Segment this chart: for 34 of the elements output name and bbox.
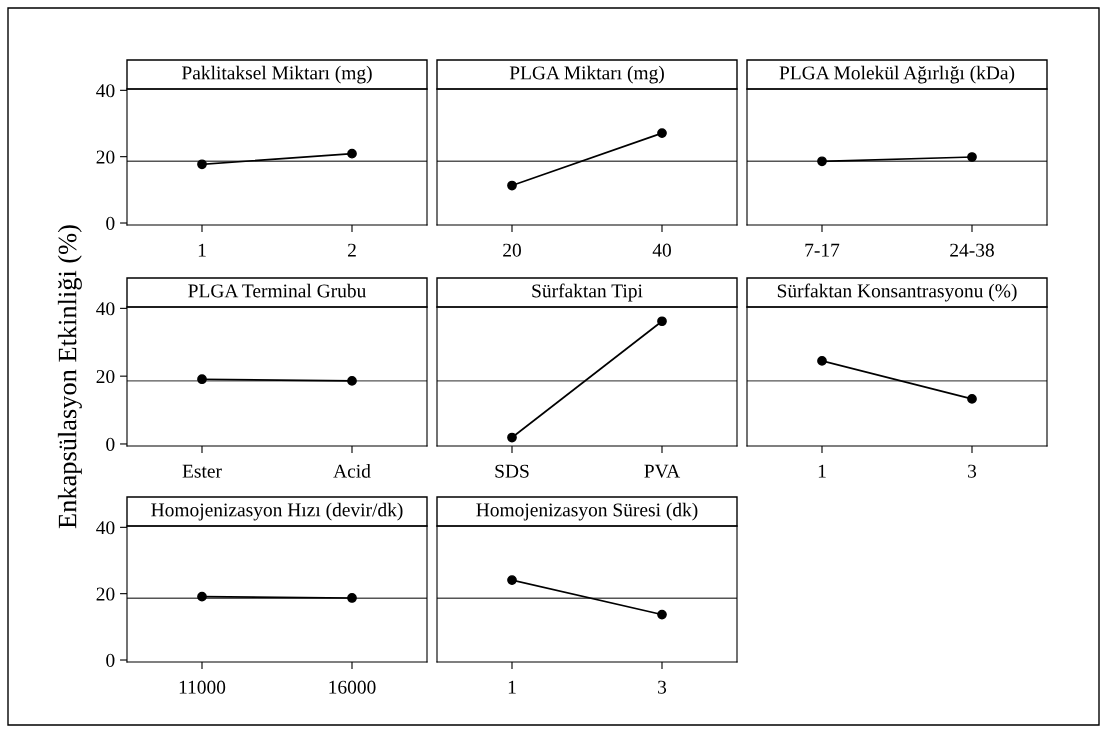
x-tick-label: SDS	[495, 464, 529, 478]
chart-title: Homojenizasyon Hızı (devir/dk)	[151, 502, 403, 521]
y-axis-title: Enkapsülasyon Etkinliği (%)	[57, 225, 82, 529]
x-tick-label: 3	[968, 464, 977, 478]
x-tick-label: 40	[652, 243, 671, 257]
y-tick-label: 40	[96, 84, 115, 98]
chart-title: Paklitaksel Miktarı (mg)	[181, 65, 372, 84]
x-tick-label: 3	[658, 680, 667, 694]
x-tick-label: Ester	[182, 464, 222, 478]
x-tick-label: 7-17	[805, 243, 840, 257]
chart-title: Sürfaktan Tipi	[532, 283, 643, 302]
chart-title: Homojenizasyon Süresi (dk)	[476, 502, 698, 521]
y-tick-label: 40	[96, 521, 115, 535]
x-tick-label: 1	[818, 464, 826, 478]
chart-title: PLGA Terminal Grubu	[188, 283, 367, 298]
y-tick-label: 0	[106, 216, 115, 230]
x-tick-label: 20	[503, 243, 521, 257]
y-tick-label: 0	[106, 437, 115, 451]
x-tick-label: 11000	[179, 680, 226, 694]
x-tick-label: 1	[508, 680, 516, 694]
y-tick-label: 40	[96, 302, 115, 316]
chart-title: PLGA Miktarı (mg)	[509, 65, 664, 84]
chart-title: Sürfaktan Konsantrasyonu (%)	[777, 283, 1017, 302]
x-tick-label: 24-38	[950, 243, 994, 257]
x-tick-label: Acid	[333, 464, 371, 478]
x-tick-label: 2	[347, 243, 356, 257]
y-tick-label: 20	[96, 150, 115, 164]
x-tick-label: 16000	[329, 680, 376, 694]
chart-title: PLGA Molekül Ağırlığı (kDa)	[779, 65, 1015, 84]
y-tick-label: 0	[106, 653, 115, 667]
x-tick-label: 1	[198, 243, 206, 257]
y-tick-label: 20	[96, 369, 115, 384]
x-tick-label: PVA	[644, 464, 681, 478]
y-tick-label: 20	[96, 587, 115, 601]
